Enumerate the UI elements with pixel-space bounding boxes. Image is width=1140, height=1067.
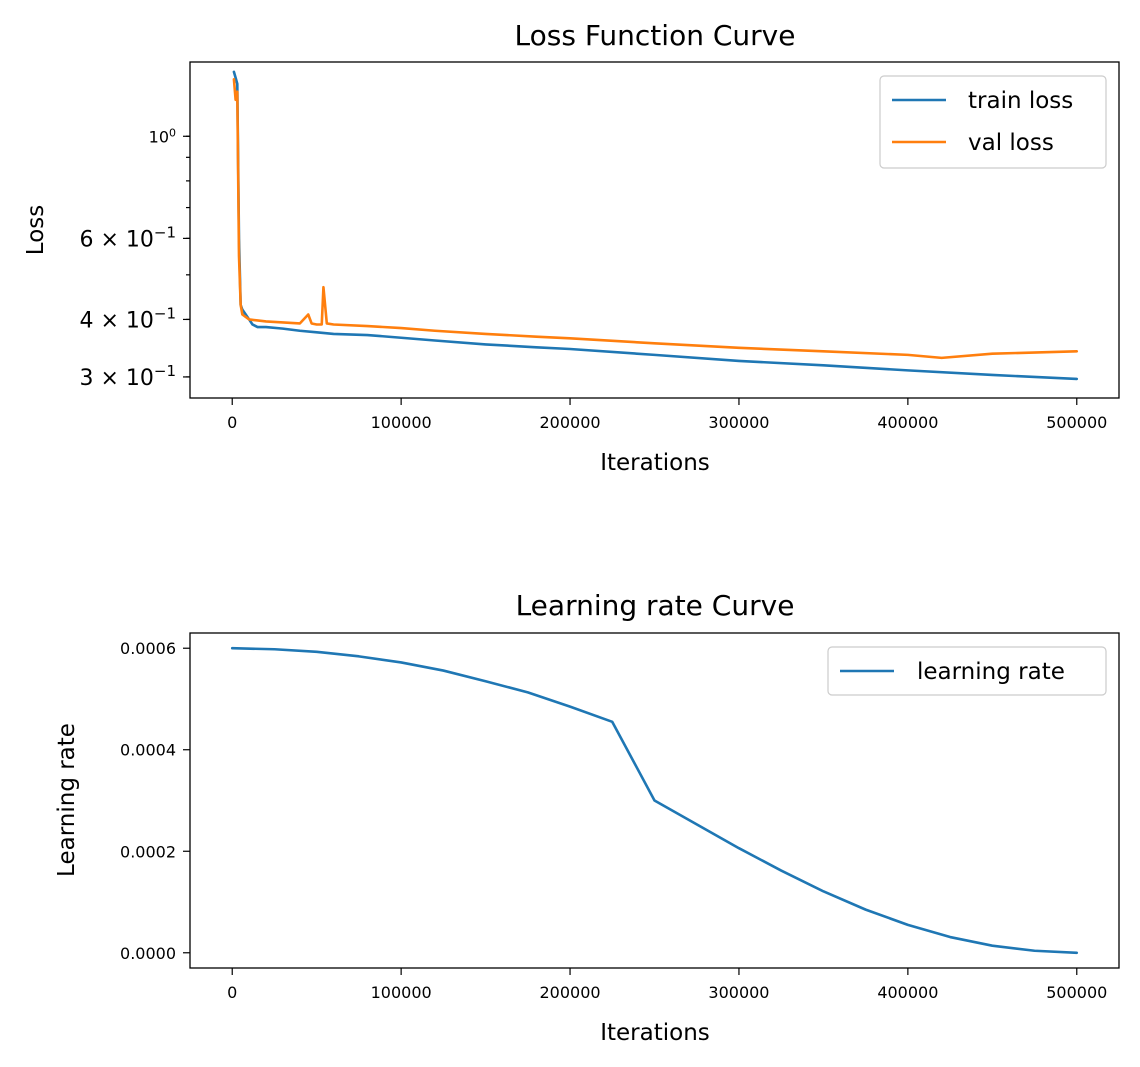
loss-x-tick-label: 300000 [708, 413, 769, 432]
lr-plot-area [230, 646, 1079, 955]
lr-legend-box [827, 646, 1107, 696]
loss-y-tick-label: 4 × 10−1 [79, 304, 176, 333]
loss-y-tick-label: 100 [149, 126, 176, 147]
lr-y-tick-label: 0.0006 [120, 639, 176, 658]
loss-x-tick-label: 0 [227, 413, 237, 432]
loss-x-tick-label: 100000 [371, 413, 432, 432]
lr-x-tick-label: 500000 [1046, 983, 1107, 1002]
lr-legend: learning rate [827, 646, 1107, 696]
loss-chart: Loss Function Curve Iterations Loss 0 100… [23, 19, 1120, 476]
loss-legend: train loss val loss [879, 75, 1107, 169]
lr-chart-title: Learning rate Curve [516, 589, 795, 622]
loss-x-tick-label: 500000 [1046, 413, 1107, 432]
lr-axes-frame [189, 632, 1120, 969]
loss-chart-title: Loss Function Curve [515, 19, 796, 52]
legend-label-learning-rate: learning rate [917, 659, 1065, 685]
lr-chart-xlabel: Iterations [600, 1020, 710, 1046]
lr-y-tick-label: 0.0004 [120, 741, 176, 760]
lr-x-tick-label: 300000 [708, 983, 769, 1002]
lr-y-tick-label: 0.0002 [120, 842, 176, 861]
legend-label-train-loss: train loss [968, 88, 1073, 114]
learning-rate-chart: Learning rate Curve Iterations Learning … [54, 589, 1120, 1046]
lr-y-ticks: 0.0000 0.0002 0.0004 0.0006 [120, 639, 190, 963]
loss-y-ticks: 100 6 × 10−1 4 × 10−1 3 × 10−1 [79, 126, 190, 391]
loss-x-tick-label: 200000 [540, 413, 601, 432]
series-line-learning-rate [230, 646, 1079, 955]
loss-chart-ylabel: Loss [23, 205, 49, 255]
loss-chart-xlabel: Iterations [600, 450, 710, 476]
loss-x-ticks: 0 100000 200000 300000 400000 500000 [227, 398, 1107, 432]
loss-y-tick-label: 6 × 10−1 [79, 223, 176, 252]
loss-y-tick-label: 3 × 10−1 [79, 362, 176, 391]
loss-axes-frame [189, 61, 1120, 399]
loss-x-tick-label: 400000 [877, 413, 938, 432]
lr-x-ticks: 0 100000 200000 300000 400000 500000 [227, 968, 1107, 1002]
lr-chart-ylabel: Learning rate [54, 723, 80, 877]
loss-plot-area [232, 70, 1079, 381]
lr-y-tick-label: 0.0000 [120, 944, 176, 963]
lr-x-tick-label: 400000 [877, 983, 938, 1002]
lr-x-tick-label: 100000 [371, 983, 432, 1002]
lr-x-tick-label: 0 [227, 983, 237, 1002]
series-line-val-loss [232, 77, 1079, 360]
legend-label-val-loss: val loss [968, 130, 1054, 156]
lr-x-tick-label: 200000 [540, 983, 601, 1002]
